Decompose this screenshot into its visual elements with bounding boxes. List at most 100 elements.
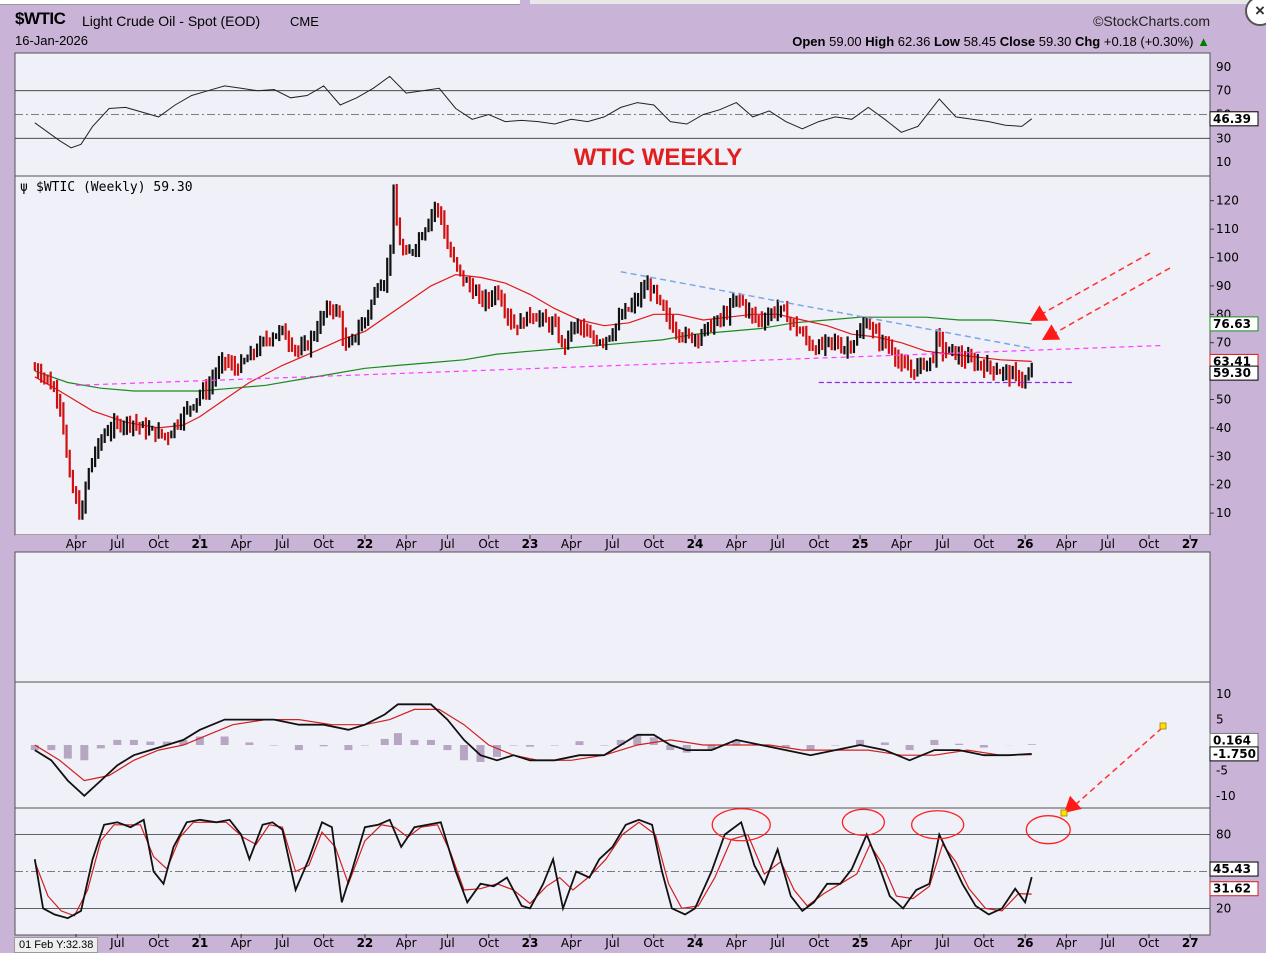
stoch-xaxis-label: Oct	[643, 936, 664, 950]
price-xaxis-label: Jul	[274, 537, 289, 551]
rsi-axis-label: 30	[1216, 131, 1231, 145]
stoch-xaxis-label: Jul	[439, 936, 454, 950]
stoch-d-value-tag: 31.62	[1213, 882, 1251, 896]
price-axis-label: 30	[1216, 449, 1231, 463]
macd-histogram-bar	[361, 745, 369, 746]
price-xaxis-label: Jul	[1099, 537, 1114, 551]
macd-histogram-bar	[245, 742, 253, 745]
macd-histogram-bar	[146, 742, 154, 745]
macd-histogram-bar	[344, 745, 352, 750]
open-value: 59.00	[829, 34, 862, 49]
macd-histogram-bar	[130, 740, 138, 745]
price-xaxis-label: Oct	[313, 537, 334, 551]
macd-histogram-bar	[80, 745, 88, 760]
price-xaxis-label: Oct	[148, 537, 169, 551]
price-axis-label: 20	[1216, 478, 1231, 492]
ohlc-readout: Open 59.00 High 62.36 Low 58.45 Close 59…	[792, 34, 1210, 49]
annotation-title: WTIC WEEKLY	[574, 144, 742, 171]
price-axis-label: 70	[1216, 336, 1231, 350]
price-axis-label: 90	[1216, 279, 1231, 293]
macd-histogram-bar	[955, 744, 963, 745]
stoch-xaxis-label: Jul	[934, 936, 949, 950]
macd-histogram-bar	[31, 745, 39, 750]
high-label: High	[865, 34, 894, 49]
stoch-xaxis-label: 23	[522, 936, 539, 950]
chart-date: 16-Jan-2026	[15, 33, 88, 48]
macd-histogram-bar	[460, 745, 468, 760]
price-axis-label: 50	[1216, 393, 1231, 407]
macd-histogram-bar	[221, 737, 229, 745]
stoch-k-value-tag: 45.43	[1213, 862, 1251, 876]
macd-histogram-bar	[427, 740, 435, 745]
blank-panel	[15, 552, 1210, 682]
macd-histogram-bar	[47, 745, 55, 750]
macd-histogram-bar	[650, 737, 658, 745]
stoch-xaxis-label: 22	[357, 936, 374, 950]
stoch-xaxis-label: 21	[192, 936, 209, 950]
macd-histogram-bar	[526, 745, 534, 747]
arrow-handle-start	[1160, 723, 1166, 729]
macd-histogram-bar	[551, 745, 559, 746]
close-label: Close	[1000, 34, 1035, 49]
stoch-xaxis-label: Jul	[109, 936, 124, 950]
macd-histogram-bar	[807, 745, 815, 750]
rsi-value-tag: 46.39	[1213, 112, 1251, 126]
stoch-xaxis-label: Jul	[274, 936, 289, 950]
price-xaxis-label: 23	[522, 537, 539, 551]
chg-label: Chg	[1075, 34, 1100, 49]
stoch-xaxis-label: Oct	[973, 936, 994, 950]
macd-axis-label: 5	[1216, 713, 1224, 727]
price-xaxis-label: Jul	[769, 537, 784, 551]
stoch-xaxis-label: Jul	[604, 936, 619, 950]
macd-histogram-bar	[64, 745, 72, 759]
stoch-xaxis-label: Apr	[726, 936, 747, 950]
macd-histogram-bar	[575, 741, 583, 745]
macd-histogram-bar	[295, 745, 303, 750]
price-axis-label: 10	[1216, 506, 1231, 520]
last-price-tag: 59.30	[1213, 366, 1251, 380]
macd-histogram-bar	[320, 745, 328, 746]
price-xaxis-label: Apr	[726, 537, 747, 551]
macd-histogram-bar	[394, 733, 402, 745]
up-arrow-icon: ▲	[1197, 34, 1210, 49]
macd-value-tag: -1.750	[1213, 747, 1256, 761]
macd-histogram-bar	[270, 745, 278, 746]
price-xaxis-label: 24	[687, 537, 704, 551]
rsi-axis-label: 90	[1216, 60, 1231, 74]
price-xaxis-label: Oct	[643, 537, 664, 551]
stoch-xaxis-label: Apr	[891, 936, 912, 950]
macd-hist-value-tag: 0.164	[1213, 733, 1251, 747]
stoch-xaxis-label: 27	[1182, 936, 1199, 950]
macd-histogram-bar	[831, 745, 839, 746]
stoch-xaxis-label: Jul	[769, 936, 784, 950]
open-label: Open	[792, 34, 825, 49]
macd-histogram-bar	[381, 739, 389, 745]
stoch-xaxis-label: Apr	[396, 936, 417, 950]
chg-value: +0.18 (+0.30%)	[1104, 34, 1194, 49]
macd-histogram-bar	[930, 740, 938, 745]
macd-histogram-bar	[600, 745, 608, 746]
price-xaxis-label: Jul	[604, 537, 619, 551]
macd-histogram-bar	[97, 745, 105, 748]
stoch-xaxis-label: Oct	[478, 936, 499, 950]
price-xaxis-label: Jul	[439, 537, 454, 551]
stoch-xaxis-label: Jul	[1099, 936, 1114, 950]
macd-histogram-bar	[980, 745, 988, 748]
macd-histogram-bar	[881, 742, 889, 745]
ticker-symbol: $WTIC	[15, 9, 65, 29]
price-xaxis-label: 21	[192, 537, 209, 551]
stoch-axis-label: 80	[1216, 828, 1231, 842]
price-xaxis-label: Oct	[973, 537, 994, 551]
exchange-label: CME	[290, 14, 319, 29]
price-panel	[15, 176, 1210, 535]
macd-axis-label: 10	[1216, 687, 1231, 701]
low-label: Low	[934, 34, 960, 49]
price-xaxis-label: Apr	[561, 537, 582, 551]
stoch-xaxis-label: Oct	[808, 936, 829, 950]
macd-histogram-bar	[1028, 744, 1036, 745]
stoch-xaxis-label: Apr	[561, 936, 582, 950]
close-value: 59.30	[1039, 34, 1072, 49]
price-xaxis-label: Apr	[66, 537, 87, 551]
price-xaxis-label: Apr	[231, 537, 252, 551]
rsi-axis-label: 10	[1216, 155, 1231, 169]
